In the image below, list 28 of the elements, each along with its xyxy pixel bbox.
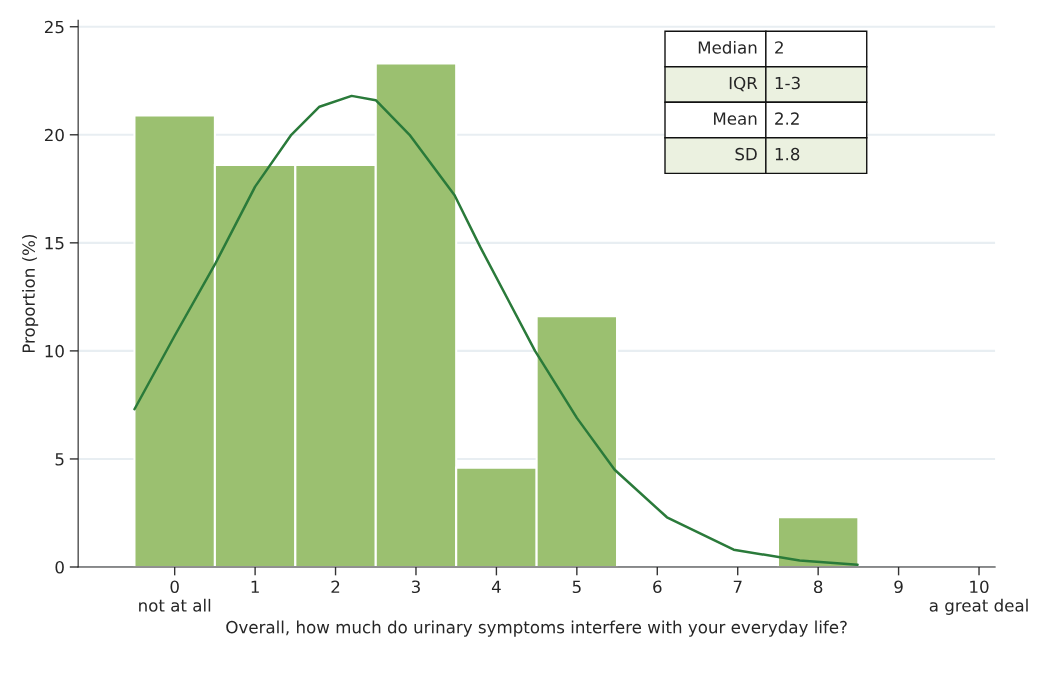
y-tick-label: 25 [44, 20, 64, 34]
annotation: Mean [714, 112, 757, 125]
annotation: Median [698, 40, 757, 54]
x-tick-label: 6 [653, 580, 662, 594]
x-tick-label: 3 [411, 580, 420, 594]
x-tick-label: 7 [733, 580, 742, 593]
annotation: 1.8 [775, 147, 800, 161]
x-tick-label: 4 [491, 580, 501, 593]
line-series [133, 94, 859, 567]
y-tick-label: 10 [45, 344, 64, 358]
y-axis-title: Proportion (%) [22, 234, 39, 353]
x-tick-label: 10 a great deal [929, 580, 1028, 615]
annotation: 1-3 [775, 76, 800, 90]
x-tick-label: 0 not at all [139, 580, 211, 612]
annotation: IQR [729, 76, 758, 92]
annotation: 2.2 [775, 112, 799, 125]
y-tick-label: 0 [55, 560, 64, 574]
annotation: 2 [775, 41, 783, 54]
x-tick-label: 8 [813, 580, 823, 594]
x-tick-label: 9 [894, 580, 903, 594]
annotation: SD [735, 147, 757, 161]
y-tick-label: 15 [45, 237, 64, 250]
y-tick-label: 5 [55, 453, 64, 466]
x-tick-label: 2 [331, 580, 340, 593]
x-tick-label: 1 [251, 580, 259, 593]
y-tick-label: 20 [44, 128, 64, 142]
x-tick-label: 5 [572, 580, 581, 594]
x-axis-title: Overall, how much do urinary symptoms interfere with your everyday life? [226, 620, 847, 637]
